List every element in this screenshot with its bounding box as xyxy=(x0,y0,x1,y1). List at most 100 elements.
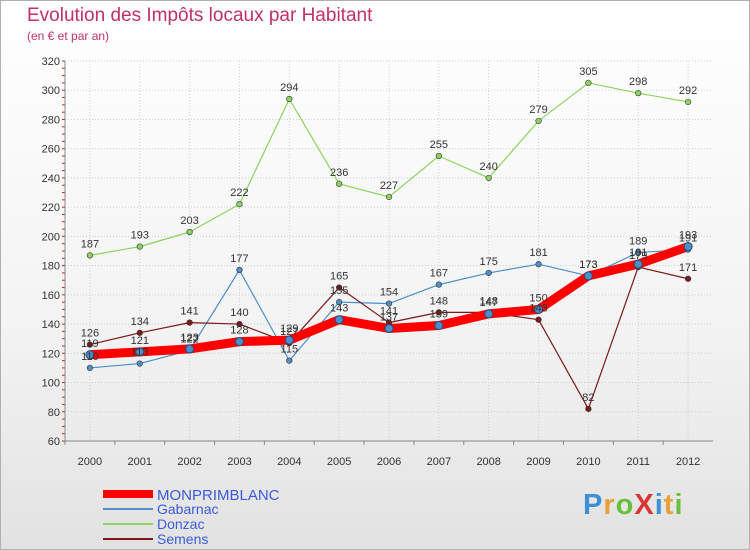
data-label-donzac: 255 xyxy=(430,139,448,151)
y-tick-label: 80 xyxy=(48,407,60,419)
point-semens xyxy=(535,316,542,323)
point-donzac xyxy=(86,252,94,259)
point-gabarnac xyxy=(385,300,393,307)
point-monprimblanc xyxy=(534,304,544,314)
data-label-donzac: 292 xyxy=(679,85,697,97)
series-lines xyxy=(85,82,693,410)
point-gabarnac xyxy=(136,360,143,367)
point-monprimblanc xyxy=(284,335,294,345)
data-label-monprimblanc: 150 xyxy=(529,292,547,304)
point-donzac xyxy=(336,180,343,187)
data-label-semens: 140 xyxy=(230,307,248,319)
legend-label: Donzac xyxy=(157,516,204,532)
point-semens xyxy=(336,284,343,291)
point-donzac xyxy=(136,243,143,250)
data-label-semens: 141 xyxy=(380,306,398,318)
data-label-gabarnac: 173 xyxy=(579,259,597,271)
data-label-gabarnac: 191 xyxy=(679,233,697,245)
y-tick-label: 140 xyxy=(42,319,60,331)
data-label-donzac: 305 xyxy=(579,66,597,78)
point-gabarnac xyxy=(336,299,343,306)
logo-letter: P xyxy=(583,489,604,521)
data-label-gabarnac: 155 xyxy=(330,285,348,297)
y-tick-label: 160 xyxy=(42,290,60,302)
point-monprimblanc xyxy=(384,323,394,333)
y-tick-label: 320 xyxy=(42,56,60,68)
point-gabarnac xyxy=(535,261,542,268)
data-label-monprimblanc: 128 xyxy=(230,325,248,337)
point-donzac xyxy=(585,79,592,87)
data-label-gabarnac: 175 xyxy=(480,256,498,268)
x-tick-label: 2008 xyxy=(476,456,500,468)
data-label-semens: 143 xyxy=(529,303,547,315)
y-tick-label: 60 xyxy=(48,436,60,448)
y-tick-label: 120 xyxy=(42,348,60,360)
x-tick-label: 2002 xyxy=(177,456,201,468)
x-tick-label: 2004 xyxy=(277,456,301,468)
legend-label: MONPRIMBLANC xyxy=(157,487,280,504)
data-label-monprimblanc: 123 xyxy=(180,332,198,344)
data-label-donzac: 294 xyxy=(280,82,298,94)
y-tick-label: 280 xyxy=(42,114,60,126)
point-gabarnac xyxy=(435,281,442,288)
data-label-donzac: 279 xyxy=(529,104,547,116)
point-donzac xyxy=(186,228,193,236)
data-label-semens: 148 xyxy=(430,295,448,307)
data-label-semens: 82 xyxy=(582,392,594,404)
data-label-monprimblanc: 193 xyxy=(679,230,697,242)
data-label-gabarnac: 113 xyxy=(131,347,149,359)
data-label-monprimblanc: 139 xyxy=(430,309,448,321)
data-label-monprimblanc: 147 xyxy=(480,297,498,309)
data-label-donzac: 227 xyxy=(380,180,398,192)
point-monprimblanc xyxy=(334,315,344,325)
data-label-monprimblanc: 143 xyxy=(330,303,348,315)
chart-subtitle: (en € et par an) xyxy=(27,29,110,43)
data-label-donzac: 187 xyxy=(81,238,99,250)
logo-letter: i xyxy=(674,489,684,521)
x-tick-label: 2009 xyxy=(526,456,550,468)
y-tick-label: 260 xyxy=(42,144,60,156)
logo-letter: t xyxy=(663,489,675,521)
logo-letter: o xyxy=(615,489,635,521)
point-monprimblanc xyxy=(434,321,444,331)
legend-label: Semens xyxy=(157,531,208,547)
x-tick-label: 2003 xyxy=(227,456,251,468)
proxiti-logo: ProXiti xyxy=(583,489,684,522)
y-tick-label: 240 xyxy=(42,173,60,185)
data-label-donzac: 236 xyxy=(330,167,348,179)
y-tick-label: 100 xyxy=(42,378,60,390)
x-tick-label: 2007 xyxy=(427,456,451,468)
point-monprimblanc xyxy=(583,271,593,281)
logo-letter: i xyxy=(654,489,664,521)
x-tick-label: 2012 xyxy=(676,456,700,468)
point-gabarnac xyxy=(236,266,243,274)
data-label-semens: 171 xyxy=(679,262,697,274)
data-label-donzac: 222 xyxy=(230,187,248,199)
data-label-gabarnac: 189 xyxy=(629,235,647,247)
chart-title: Evolution des Impôts locaux par Habitant xyxy=(27,5,373,26)
y-tick-label: 300 xyxy=(42,85,60,97)
point-donzac xyxy=(535,117,542,125)
point-monprimblanc xyxy=(135,347,145,357)
point-donzac xyxy=(236,201,243,208)
point-semens xyxy=(435,309,442,316)
data-label-monprimblanc: 181 xyxy=(629,247,647,259)
x-tick-label: 2006 xyxy=(377,456,401,468)
data-label-donzac: 193 xyxy=(131,230,149,242)
data-label-gabarnac: 181 xyxy=(529,247,547,259)
x-tick-label: 2011 xyxy=(626,456,650,468)
x-tick-label: 2005 xyxy=(327,456,351,468)
point-monprimblanc xyxy=(633,259,643,269)
data-label-monprimblanc: 129 xyxy=(280,323,298,335)
data-label-donzac: 298 xyxy=(629,76,647,88)
data-label-semens: 165 xyxy=(330,271,348,283)
data-label-donzac: 203 xyxy=(180,215,198,227)
data-label-gabarnac: 177 xyxy=(230,253,248,265)
data-label-monprimblanc: 121 xyxy=(131,335,149,347)
point-monprimblanc xyxy=(85,350,95,360)
data-label-gabarnac: 115 xyxy=(281,344,299,356)
data-label-gabarnac: 167 xyxy=(430,268,448,280)
